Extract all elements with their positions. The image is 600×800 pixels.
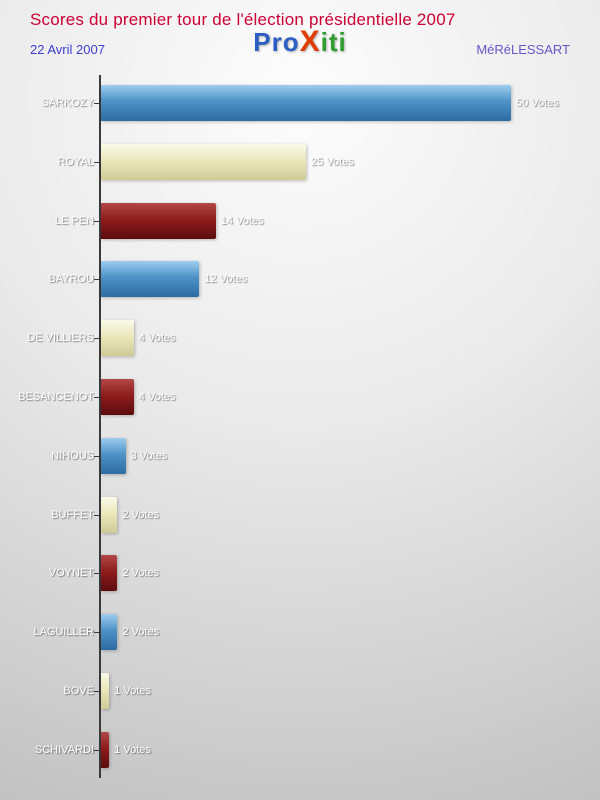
axis-tick	[94, 220, 99, 222]
bar	[101, 202, 216, 239]
candidate-label: SARKOZY	[41, 97, 94, 109]
candidate-label: BESANCENOT	[18, 391, 94, 403]
candidate-label: VOYNET	[48, 567, 94, 580]
axis-tick	[94, 103, 99, 104]
axis-tick	[94, 338, 99, 340]
candidate-label: NIHOUS	[51, 449, 94, 462]
bar	[101, 731, 110, 768]
axis-tick	[94, 573, 99, 575]
candidate-label: BUFFET	[51, 508, 94, 521]
bar-value-label: 2 Votes	[122, 508, 160, 521]
logo-letter: i	[338, 27, 347, 57]
proxiti-logo: ProXiti	[0, 25, 600, 59]
bar	[101, 320, 134, 357]
candidate-label: BAYROU	[48, 273, 94, 286]
logo-letter: i	[320, 27, 329, 57]
axis-tick	[94, 279, 99, 281]
candidate-label: LAGUILLER	[33, 626, 94, 639]
logo-letter: t	[328, 27, 339, 57]
y-axis-line	[99, 75, 101, 778]
logo-letter: X	[299, 25, 321, 58]
logo-letter: o	[282, 27, 300, 57]
axis-tick	[94, 161, 99, 163]
bar	[101, 555, 118, 592]
logo-letter: r	[271, 27, 283, 57]
page-title: Scores du premier tour de l'élection pré…	[30, 10, 456, 29]
bar-value-label: 50 Votes	[516, 97, 559, 109]
axis-tick	[94, 514, 99, 516]
bar-value-label: 4 Votes	[138, 391, 176, 403]
bar-value-label: 3 Votes	[130, 449, 168, 462]
bar-value-label: 2 Votes	[122, 567, 160, 580]
candidate-label: DE VILLIERS	[27, 332, 94, 345]
bar	[101, 261, 200, 298]
bar-value-label: 25 Votes	[311, 155, 354, 168]
bar-value-label: 1 Votes	[114, 743, 151, 756]
axis-tick	[94, 691, 99, 692]
bar	[101, 614, 118, 651]
logo-letter: P	[253, 27, 272, 57]
axis-tick	[94, 632, 99, 634]
bar	[101, 673, 110, 709]
bar	[101, 379, 134, 415]
bar	[101, 143, 306, 180]
bar	[101, 496, 118, 533]
candidate-label: ROYAL	[57, 155, 94, 168]
axis-tick	[94, 397, 99, 398]
bar	[101, 437, 126, 474]
brand-label: MéRéLESSART	[476, 42, 570, 57]
candidate-label: LE PEN	[54, 214, 94, 227]
date-label: 22 Avril 2007	[30, 42, 105, 57]
bar-value-label: 1 Votes	[114, 685, 151, 697]
axis-tick	[94, 455, 99, 457]
candidate-label: BOVE	[63, 685, 94, 697]
axis-tick	[94, 749, 99, 751]
bar-value-label: 2 Votes	[122, 626, 160, 639]
candidate-label: SCHIVARDI	[34, 743, 94, 756]
bar	[101, 85, 511, 121]
bar-value-label: 14 Votes	[220, 214, 264, 227]
bar-value-label: 12 Votes	[204, 273, 248, 286]
bar-value-label: 4 Votes	[138, 332, 176, 345]
